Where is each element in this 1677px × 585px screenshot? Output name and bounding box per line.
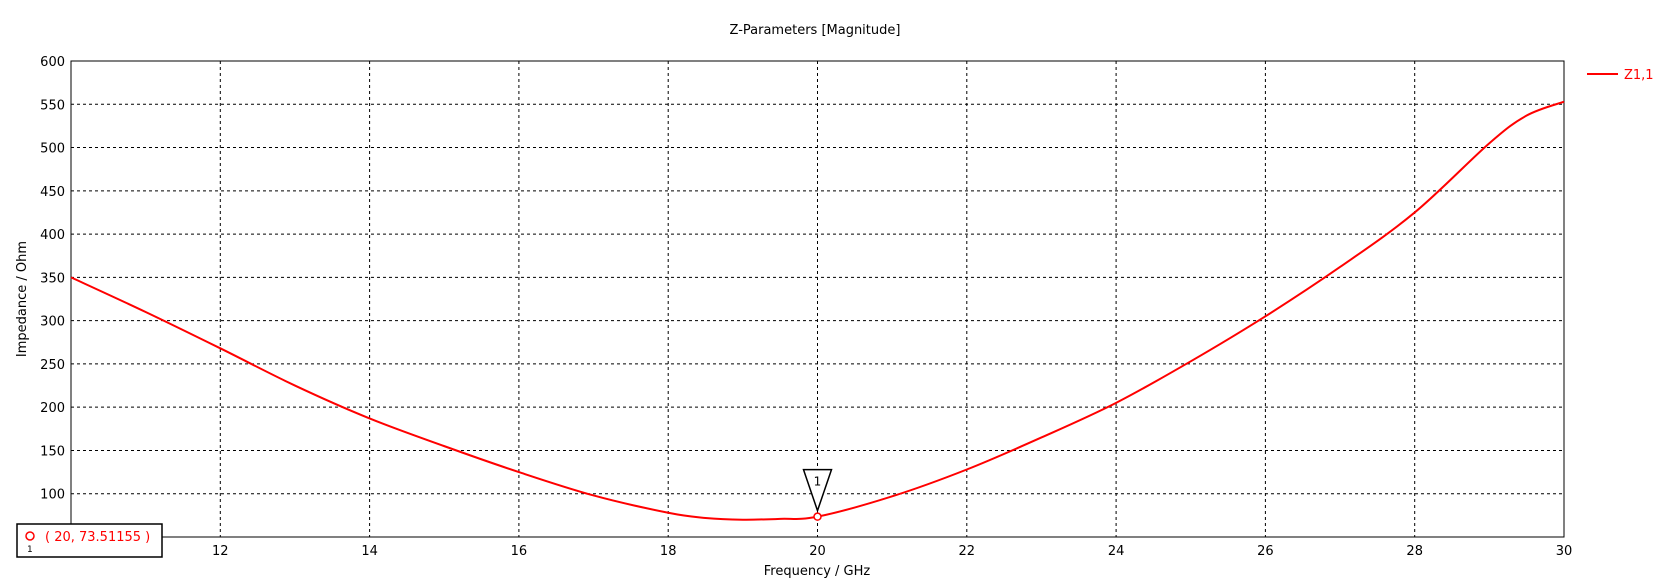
grid xyxy=(71,61,1564,537)
series xyxy=(70,100,1565,521)
marker-flag-label: 1 xyxy=(814,475,822,489)
series-line-z11 xyxy=(70,100,1565,521)
chart-title: Z-Parameters [Magnitude] xyxy=(730,23,901,38)
marker-readout-id: 1 xyxy=(27,545,33,555)
marker-flag xyxy=(802,468,833,513)
markers: 1 xyxy=(802,468,833,521)
y-tick-label: 200 xyxy=(40,401,65,416)
y-tick-label: 100 xyxy=(40,488,65,503)
marker-readout-box: 1 ( 20, 73.51155 ) xyxy=(16,523,163,558)
y-tick-label: 400 xyxy=(40,228,65,243)
x-axis-label: Frequency / GHz xyxy=(764,564,871,579)
y-tick-label: 450 xyxy=(40,185,65,200)
marker-readout-icon xyxy=(25,531,35,541)
x-tick-label: 16 xyxy=(511,544,528,559)
x-tick-label: 26 xyxy=(1257,544,1274,559)
y-tick-label: 150 xyxy=(40,444,65,459)
x-tick-label: 28 xyxy=(1406,544,1423,559)
x-tick-label: 30 xyxy=(1556,544,1573,559)
y-tick-label: 250 xyxy=(40,358,65,373)
x-tick-label: 18 xyxy=(660,544,677,559)
y-tick-label: 300 xyxy=(40,315,65,330)
y-tick-label: 550 xyxy=(40,98,65,113)
plot-area-frame xyxy=(70,60,1565,538)
x-tick-label: 12 xyxy=(212,544,229,559)
y-axis-label: Impedance / Ohm xyxy=(15,241,30,357)
marker-readout-text: ( 20, 73.51155 ) xyxy=(45,530,150,545)
y-tick-label: 600 xyxy=(40,55,65,70)
legend-label: Z1,1 xyxy=(1624,68,1654,83)
legend: Z1,1 xyxy=(1587,68,1654,83)
axis-ticks: 12 14 16 18 20 22 24 26 28 30 100 150 200 250 300 350 40… xyxy=(40,55,1572,559)
x-tick-label: 14 xyxy=(361,544,378,559)
y-tick-label: 350 xyxy=(40,271,65,286)
y-tick-label: 500 xyxy=(40,142,65,157)
x-tick-label: 22 xyxy=(959,544,976,559)
marker-point xyxy=(813,512,822,521)
x-tick-label: 20 xyxy=(809,544,826,559)
marker-readout-frame xyxy=(16,523,163,558)
x-tick-label: 24 xyxy=(1108,544,1125,559)
